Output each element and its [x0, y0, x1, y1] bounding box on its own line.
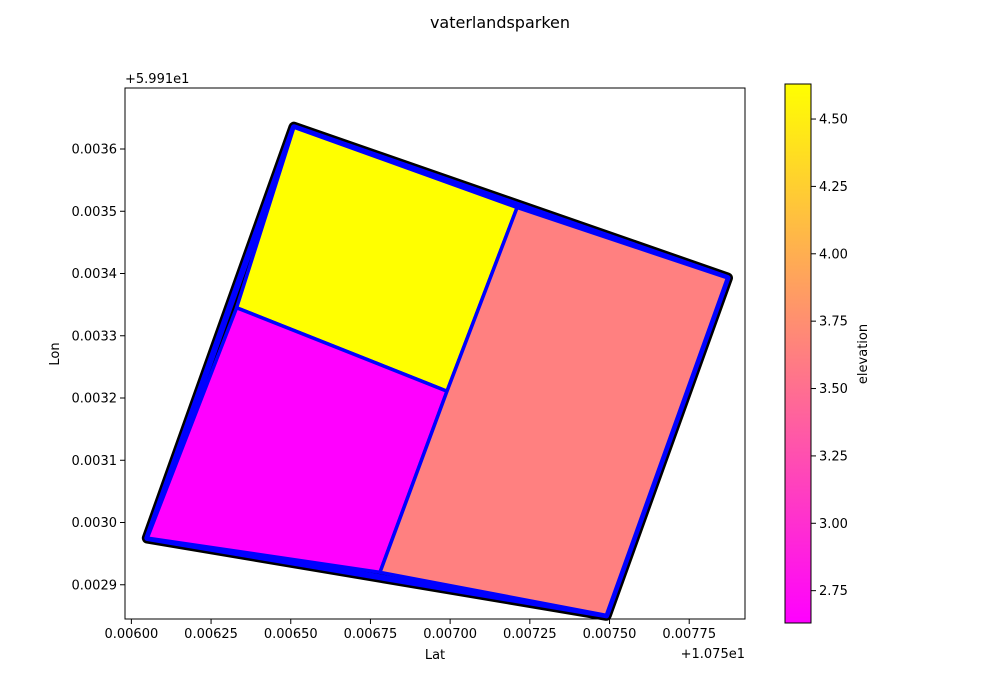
x-tick-label: 0.00600: [104, 627, 158, 642]
colorbar: 2.75 3.00 3.25 3.50 3.75 4.00 4.25 4.50 elevati…: [784, 83, 871, 624]
x-tick-label: 0.00625: [184, 627, 238, 642]
colorbar-tick-label: 3.00: [819, 517, 848, 532]
x-tick-label: 0.00750: [583, 627, 637, 642]
y-offset-label: +5.991e1: [125, 72, 189, 87]
colorbar-tick-label: 2.75: [819, 584, 848, 599]
colorbar-tick-label: 3.25: [819, 449, 848, 464]
colorbar-label: elevation: [856, 324, 871, 384]
x-tick-label: 0.00725: [503, 627, 557, 642]
y-tick-label: 0.0030: [72, 516, 118, 531]
y-axis-label: Lon: [48, 342, 63, 365]
y-tick-label: 0.0034: [72, 267, 118, 282]
y-tick-label: 0.0031: [72, 454, 118, 469]
colorbar-tick-label: 4.25: [819, 180, 848, 195]
x-axis-label: Lat: [425, 648, 445, 663]
x-tick-label: 0.00700: [423, 627, 477, 642]
chart-title: vaterlandsparken: [430, 13, 570, 32]
colorbar-tick-label: 4.50: [819, 113, 848, 128]
x-tick-label: 0.00675: [344, 627, 398, 642]
x-tick-label: 0.00650: [264, 627, 318, 642]
colorbar-tick-label: 3.75: [819, 315, 848, 330]
x-offset-label: +1.075e1: [681, 647, 745, 662]
colorbar-gradient: [784, 83, 812, 624]
y-ticks: 0.0029 0.0030 0.0031 0.0032 0.0033 0.0034 0.00…: [72, 143, 125, 593]
x-tick-label: 0.00775: [662, 627, 716, 642]
colorbar-tick-label: 4.00: [819, 247, 848, 262]
x-ticks: 0.00600 0.00625 0.00650 0.00675 0.00700 0.007…: [104, 619, 716, 642]
y-tick-label: 0.0036: [72, 143, 118, 158]
y-tick-label: 0.0029: [72, 578, 118, 593]
y-tick-label: 0.0035: [72, 205, 118, 220]
y-tick-label: 0.0032: [72, 392, 118, 407]
colorbar-tick-label: 3.50: [819, 382, 848, 397]
y-tick-label: 0.0033: [72, 329, 118, 344]
polygon-layer: [145, 125, 730, 618]
colorbar-ticks: 2.75 3.00 3.25 3.50 3.75 4.00 4.25 4.50: [811, 113, 848, 599]
polygon-2: [378, 205, 730, 618]
plot-axes: 0.00600 0.00625 0.00650 0.00675 0.00700 0.007…: [48, 72, 746, 663]
